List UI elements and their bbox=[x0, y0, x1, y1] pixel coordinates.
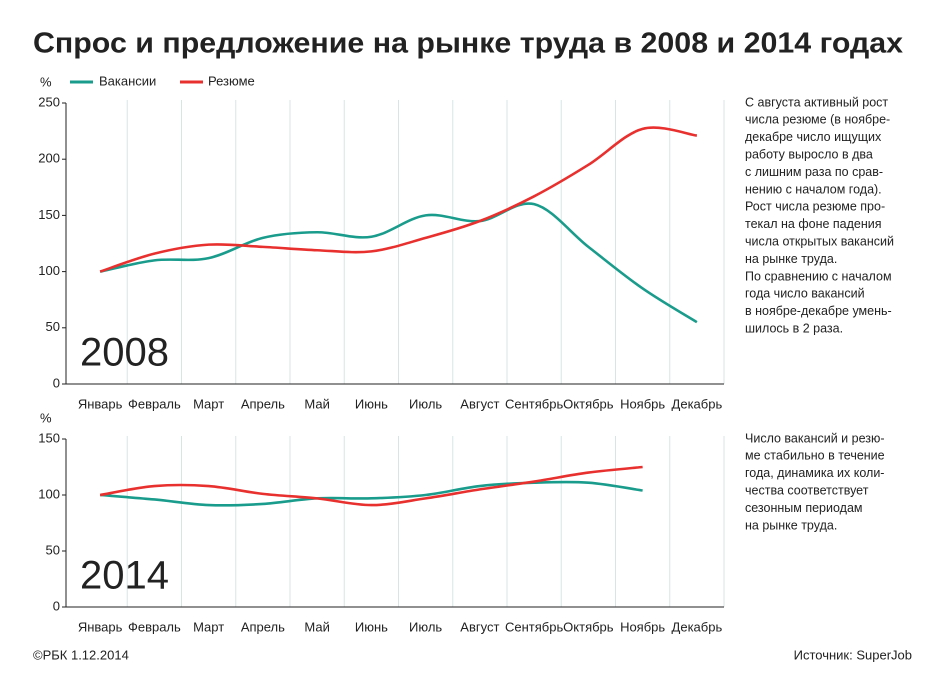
x-tick-label: Октябрь bbox=[563, 396, 614, 411]
note-line: ме стабильно в течение bbox=[745, 449, 885, 463]
y-tick-label: 150 bbox=[38, 430, 60, 445]
x-tick-label: Сентябрь bbox=[505, 619, 563, 634]
note-line: на рынке труда. bbox=[745, 518, 837, 532]
note-line: По сравнению с началом bbox=[745, 269, 892, 283]
y-unit: % bbox=[40, 74, 52, 89]
note-line: числа открытых вакансий bbox=[745, 234, 894, 248]
note-line: года, динамика их коли- bbox=[745, 466, 884, 480]
note-line: Число вакансий и резю- bbox=[745, 431, 885, 445]
note-line: года число вакансий bbox=[745, 287, 865, 301]
x-tick-label: Май bbox=[304, 396, 329, 411]
note-line: С августа активный рост bbox=[745, 95, 888, 109]
note-line: шилось в 2 раза. bbox=[745, 321, 843, 335]
note-line: текал на фоне падения bbox=[745, 217, 882, 231]
y-tick-label: 100 bbox=[38, 263, 60, 278]
legend-label: Резюме bbox=[208, 73, 255, 88]
x-tick-label: Ноябрь bbox=[620, 619, 665, 634]
note-line: числа резюме (в ноябре- bbox=[745, 113, 890, 127]
y-tick-label: 150 bbox=[38, 207, 60, 222]
chart-title: Спрос и предложение на рынке труда в 200… bbox=[33, 28, 903, 60]
y-tick-label: 100 bbox=[38, 486, 60, 501]
note-line: чества соответствует bbox=[745, 483, 869, 497]
x-tick-label: Февраль bbox=[128, 619, 181, 634]
x-tick-label: Январь bbox=[78, 619, 123, 634]
y-tick-label: 0 bbox=[53, 375, 60, 390]
x-tick-label: Январь bbox=[78, 396, 123, 411]
x-tick-label: Июль bbox=[409, 619, 442, 634]
x-tick-label: Октябрь bbox=[563, 619, 614, 634]
x-tick-label: Август bbox=[460, 619, 499, 634]
x-tick-label: Сентябрь bbox=[505, 396, 563, 411]
y-tick-label: 250 bbox=[38, 94, 60, 109]
y-unit: % bbox=[40, 410, 52, 425]
year-label: 2014 bbox=[80, 554, 169, 598]
x-tick-label: Июль bbox=[409, 396, 442, 411]
y-tick-label: 200 bbox=[38, 151, 60, 166]
x-tick-label: Июнь bbox=[355, 396, 388, 411]
series-line bbox=[99, 465, 643, 507]
note-line: работу выросло в два bbox=[745, 147, 873, 161]
note-line: Рост числа резюме про- bbox=[745, 200, 885, 214]
note-line: с лишним раза по срав- bbox=[745, 165, 883, 179]
x-tick-label: Май bbox=[304, 619, 329, 634]
legend-label: Вакансии bbox=[99, 73, 156, 88]
y-tick-label: 0 bbox=[53, 598, 60, 613]
x-tick-label: Март bbox=[193, 619, 224, 634]
note-line: в ноябре-декабре умень- bbox=[745, 304, 892, 318]
note-line: декабре число ищущих bbox=[745, 130, 882, 144]
y-tick-label: 50 bbox=[46, 319, 60, 334]
note-line: нению с началом года). bbox=[745, 182, 882, 196]
note-line: на рынке труда. bbox=[745, 252, 837, 266]
x-tick-label: Апрель bbox=[241, 396, 285, 411]
y-tick-label: 50 bbox=[46, 542, 60, 557]
x-tick-label: Август bbox=[460, 396, 499, 411]
series-line bbox=[100, 480, 643, 507]
copyright: ©РБК 1.12.2014 bbox=[33, 647, 129, 662]
x-tick-label: Декабрь bbox=[672, 396, 723, 411]
x-tick-label: Март bbox=[193, 396, 224, 411]
x-tick-label: Апрель bbox=[241, 619, 285, 634]
x-tick-label: Декабрь bbox=[672, 619, 723, 634]
source: Источник: SuperJob bbox=[794, 647, 912, 662]
series-line bbox=[99, 126, 698, 273]
x-tick-label: Ноябрь bbox=[620, 396, 665, 411]
series-line bbox=[99, 202, 698, 324]
x-tick-label: Февраль bbox=[128, 396, 181, 411]
note-line: сезонным периодам bbox=[745, 501, 863, 515]
year-label: 2008 bbox=[80, 331, 169, 375]
x-tick-label: Июнь bbox=[355, 619, 388, 634]
